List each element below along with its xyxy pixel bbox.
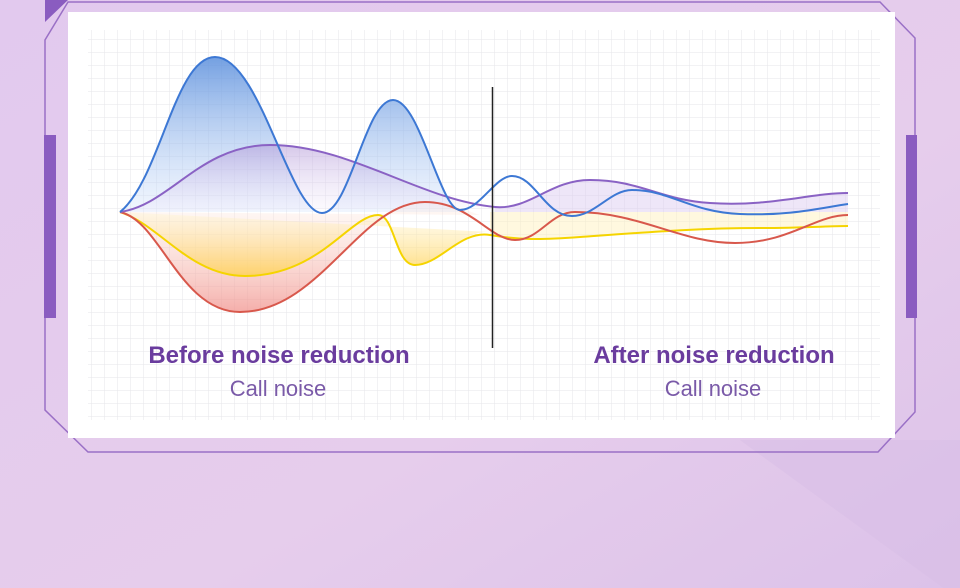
panel-subtitle: Call noise — [230, 376, 327, 401]
wave-fill — [495, 180, 848, 212]
panel-title: Before noise reduction — [148, 342, 409, 369]
wave-blue — [119, 55, 849, 218]
wave-purple — [119, 143, 849, 213]
wave-yellow — [119, 211, 849, 278]
wave-fill — [490, 212, 848, 240]
wave-red — [119, 200, 849, 314]
panel-title: After noise reduction — [593, 342, 834, 369]
bg-facet — [740, 440, 960, 588]
side-bar — [906, 135, 917, 318]
wave-fill — [120, 212, 490, 276]
side-bar — [44, 135, 56, 318]
panel-subtitle: Call noise — [665, 376, 762, 401]
corner — [45, 0, 68, 22]
wave-fill — [120, 145, 495, 212]
